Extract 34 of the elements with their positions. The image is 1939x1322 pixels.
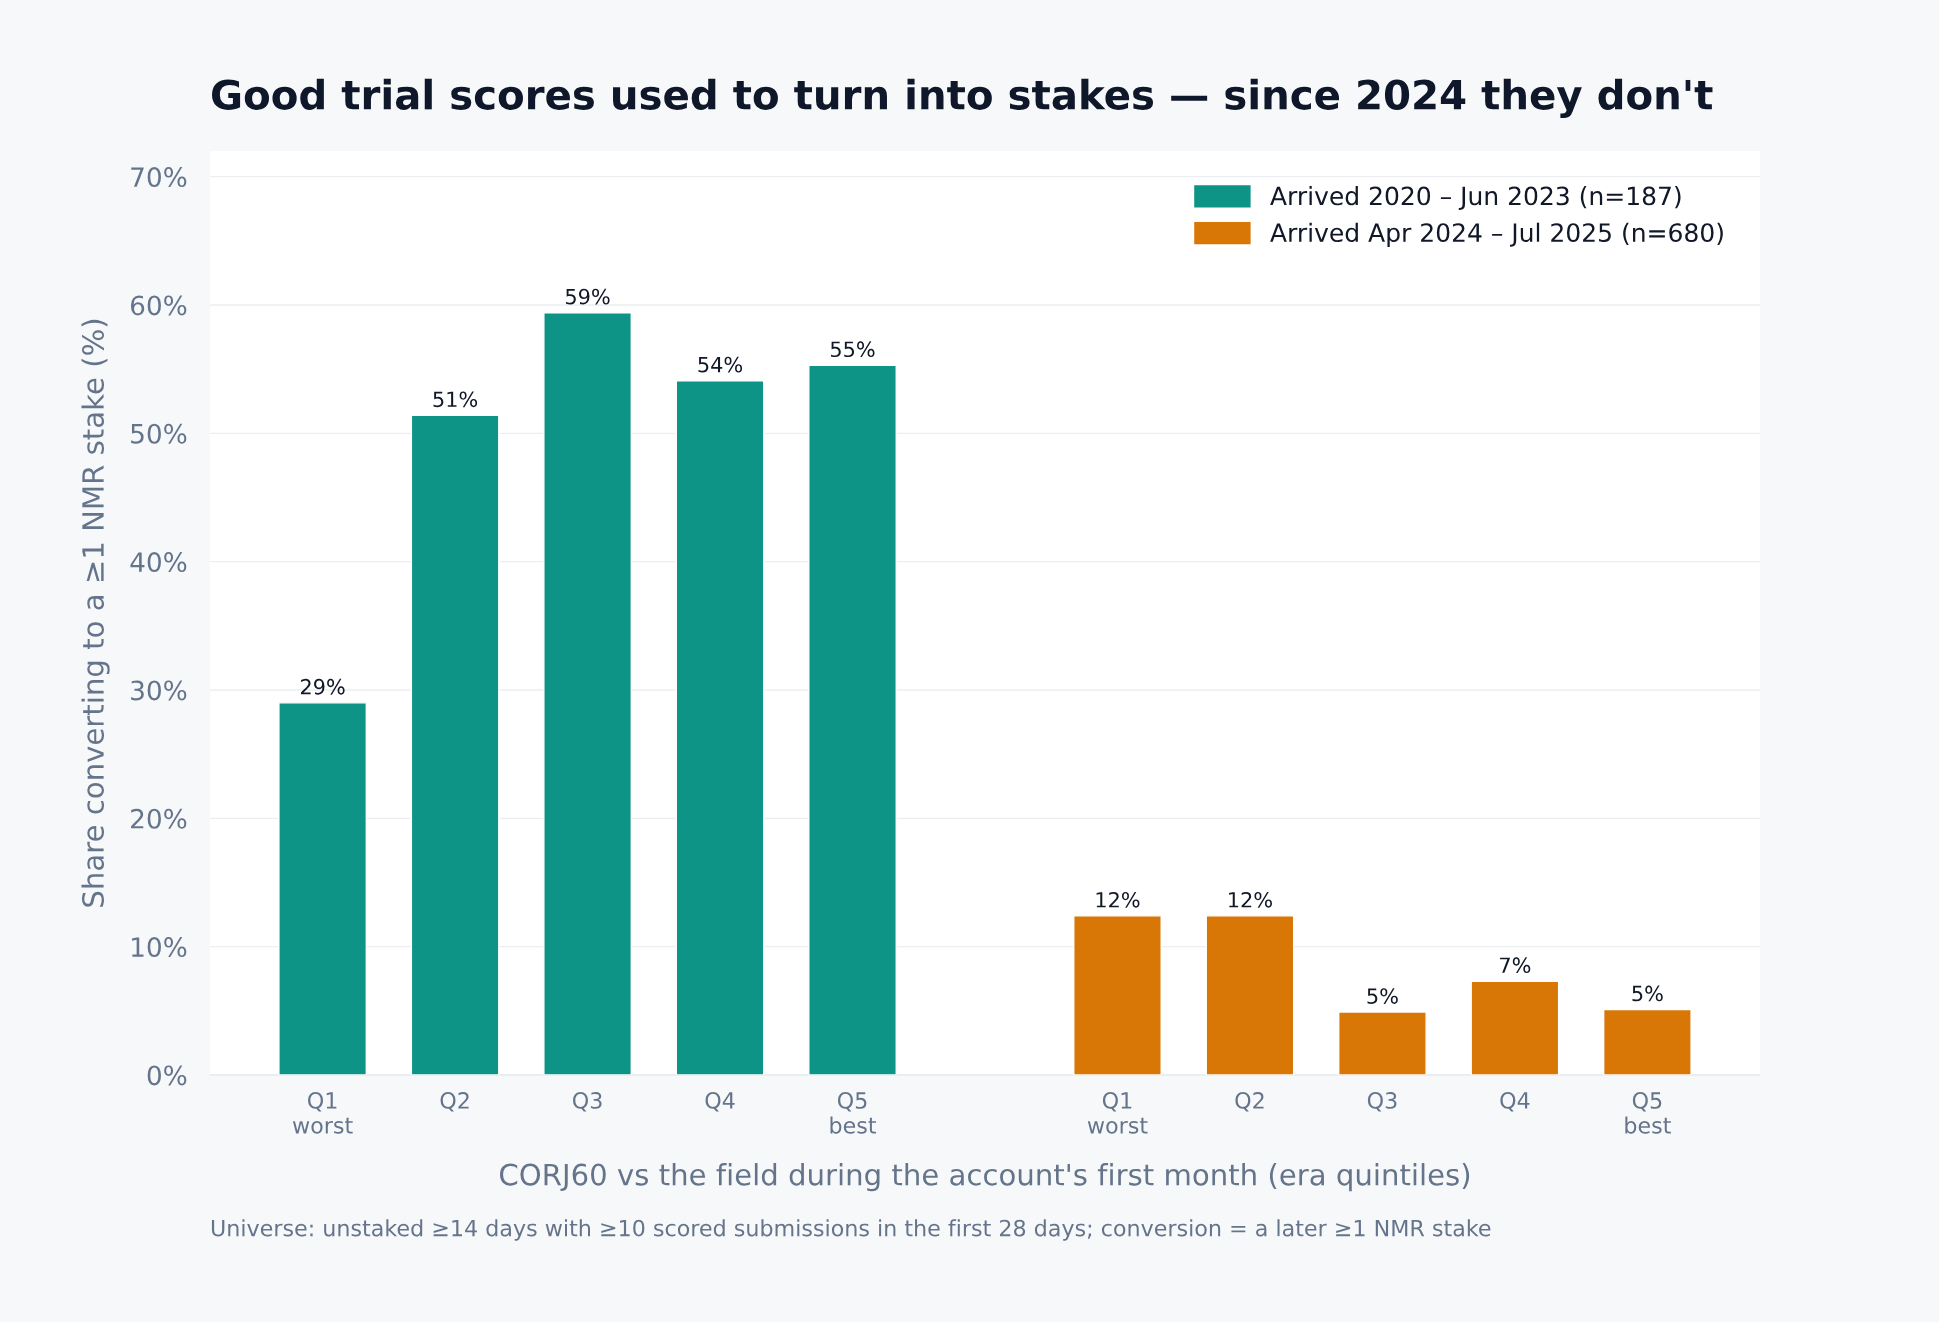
data-label: 5% xyxy=(1632,985,1663,1002)
text: Universe: unstaked ≥14 days with ≥10 scored submissions in the first 28 days; conversion = a later ≥1 NMR stake xyxy=(211,1219,1491,1241)
x-tick-label: Q2 xyxy=(1235,1092,1264,1112)
x-tick-label: Q4 xyxy=(1500,1092,1530,1112)
data-label: 12% xyxy=(1096,891,1140,908)
y-tick-label: 0% xyxy=(147,1065,187,1086)
data-label: 7% xyxy=(1500,957,1531,974)
data-label: 59% xyxy=(566,288,610,305)
y-tick-label: 20% xyxy=(131,808,187,829)
data-label: 5% xyxy=(1367,988,1398,1004)
x-axis-title: CORJ60 vs the field during the account's first month (era quintiles) xyxy=(500,1163,1470,1192)
x-tick-label: Q5 best xyxy=(830,1092,877,1134)
legend-label: Arrived 2020 – Jun 2023 (n=187) xyxy=(1270,186,1681,210)
legend-label: Arrived Apr 2024 – Jul 2025 (n=680) xyxy=(1270,222,1723,247)
x-tick-label: Q1 worst xyxy=(292,1092,353,1134)
y-tick-label: 70% xyxy=(131,167,187,188)
x-tick-label: Q4 xyxy=(705,1092,735,1112)
y-tick-label: 10% xyxy=(132,937,187,958)
chart-title: Good trial scores used to turn into stakes — since 2024 they don't xyxy=(212,78,1713,119)
data-label: 29% xyxy=(300,678,345,695)
x-tick-label: Q3 xyxy=(1367,1092,1397,1112)
x-tick-label: Q2 xyxy=(440,1092,469,1112)
data-label: 51% xyxy=(433,391,478,408)
y-tick-label: 50% xyxy=(131,423,187,444)
x-tick-label: Q3 xyxy=(572,1092,602,1112)
x-tick-label: Q5 best xyxy=(1625,1092,1671,1134)
y-tick-label: 30% xyxy=(131,680,187,701)
y-tick-label: 60% xyxy=(130,295,187,316)
data-label: 12% xyxy=(1229,891,1272,908)
y-axis-title: Share converting to a ≥1 NMR stake (%) xyxy=(81,319,110,907)
data-label: 54% xyxy=(698,356,743,373)
y-tick-label: 40% xyxy=(130,552,187,573)
x-tick-label: Q1 worst xyxy=(1087,1092,1148,1134)
data-label: 55% xyxy=(830,341,875,358)
